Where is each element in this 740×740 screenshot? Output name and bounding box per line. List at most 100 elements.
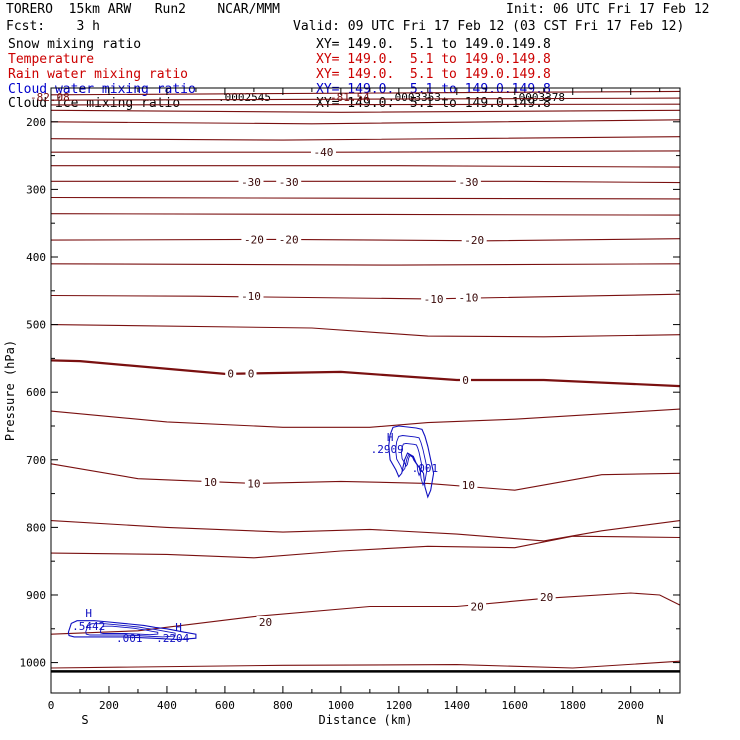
x-tick-label: 1400	[444, 699, 471, 712]
isotherm-label: -10	[424, 293, 444, 306]
header-fcst: Fcst: 3 h	[6, 19, 100, 34]
isotherm-m30	[51, 180, 681, 184]
axes-layer	[50, 87, 681, 694]
plot-frame	[50, 87, 681, 694]
isotherm-m10	[50, 293, 681, 300]
field-rain-xy: XY= 149.0. 5.1 to 149.0.149.8	[316, 67, 551, 82]
isotherm-m50	[50, 119, 681, 125]
cloud-water-max-value: .2909	[371, 443, 404, 456]
isotherm-label-bg	[421, 292, 447, 305]
isotherm-m20	[50, 238, 681, 242]
overlap-text-5: .0003378	[512, 91, 565, 104]
isotherm-m65	[50, 97, 681, 101]
x-tick-label: 1200	[386, 699, 413, 712]
isotherm-label-bg	[455, 175, 481, 188]
isotherm-m40	[51, 150, 681, 153]
isotherm-label-bg	[276, 233, 302, 246]
isotherm-label-bg	[245, 367, 257, 380]
field-snow-xy: XY= 149.0. 5.1 to 149.0.149.8	[316, 37, 551, 52]
x-tick-label: 1600	[502, 699, 529, 712]
isotherm-m70	[50, 90, 681, 96]
x-tick-label: 600	[215, 699, 235, 712]
overlap-text-3: -81.54	[330, 91, 370, 104]
y-tick-label: 600	[26, 386, 46, 399]
isotherm-m15	[50, 263, 681, 266]
isotherm-label: -10	[458, 292, 478, 305]
isotherm-label-bg	[276, 175, 302, 188]
isotherm-5	[50, 408, 681, 428]
isotherm-label-bg	[256, 616, 275, 629]
isotherm-label: -20	[279, 233, 299, 246]
isotherm-label-bg	[238, 290, 264, 303]
isotherm-label-bg	[201, 476, 220, 489]
isotherm-label: 10	[462, 479, 475, 492]
x-tick-label: 200	[99, 699, 119, 712]
y-axis-label: Pressure (hPa)	[3, 340, 17, 441]
isotherm-label: -30	[458, 176, 478, 189]
cloud-water-inner-contour-2-1	[85, 623, 176, 638]
isotherm-label: -10	[241, 290, 261, 303]
isotherm-label: -20	[464, 234, 484, 247]
isotherm-20	[50, 592, 681, 635]
isotherm-label: 0	[227, 367, 234, 380]
isotherm-m45	[50, 136, 681, 141]
cloud-water-max-marker: H	[387, 431, 394, 444]
field-temperature-xy: XY= 149.0. 5.1 to 149.0.149.8	[316, 52, 551, 67]
y-tick-label: 500	[26, 319, 46, 332]
cloud-water-max-value: .5442	[72, 620, 105, 633]
isotherm-label: -20	[244, 233, 264, 246]
x-tick-label: 2000	[617, 699, 644, 712]
cloud-water-contour-label: .001	[116, 632, 143, 645]
isotherm-label-bg	[468, 600, 487, 613]
cloud-water-inner-contour-1-1	[395, 435, 428, 487]
x-tick-label: 800	[273, 699, 293, 712]
isotherm-label-bg	[461, 234, 487, 247]
isotherm-m60	[50, 103, 681, 106]
field-cloud-water: Cloud water mixing ratio	[8, 82, 196, 97]
isotherm-m55	[50, 109, 681, 113]
isotherm-label-bg	[244, 477, 263, 490]
isotherm-label: -40	[314, 146, 334, 159]
x-tick-label: 1000	[328, 699, 355, 712]
isotherm-label: -30	[279, 176, 299, 189]
isotherm-m35	[51, 165, 681, 168]
y-tick-label: 800	[26, 521, 46, 534]
x-axis-label: Distance (km)	[319, 713, 413, 727]
cloud-water-contour-label: .001	[412, 462, 439, 475]
y-tick-label: 200	[26, 116, 46, 129]
field-rain: Rain water mixing ratio	[8, 67, 189, 82]
isotherm-m25	[50, 213, 681, 216]
isotherm-10	[50, 463, 681, 491]
isotherm-label: 10	[247, 477, 260, 490]
x-tick-label: 400	[157, 699, 177, 712]
y-tick-label: 1000	[20, 657, 47, 670]
isotherm-15	[50, 520, 681, 542]
cloud-water-inner-contour-1-2	[400, 442, 423, 477]
isotherm-label: 20	[259, 616, 272, 629]
x-tick-label: 1800	[560, 699, 587, 712]
y-tick-label: 300	[26, 183, 46, 196]
isotherm-label: 20	[470, 600, 483, 613]
contours-layer	[50, 90, 681, 673]
isotherm-m28	[50, 196, 681, 200]
isotherm-18	[50, 535, 681, 559]
isotherm-label: 10	[204, 476, 217, 489]
isotherm-label: 20	[540, 591, 553, 604]
isotherm-label-bg	[459, 478, 478, 491]
x-end-label-south: S	[81, 713, 88, 727]
isotherm-label-bg	[238, 175, 264, 188]
isotherm-25	[50, 660, 681, 669]
cloud-water-contour-2	[67, 620, 197, 641]
cloud-water-inner-contour-2-2	[99, 625, 159, 636]
field-snow: Snow mixing ratio	[8, 37, 142, 52]
labels-layer: 0 200 400 600 800 1000 1200 1400 1600 1800 2000 200…	[3, 116, 664, 727]
y-tick-label: 700	[26, 454, 46, 467]
isotherm-m5	[50, 324, 681, 338]
cloud-water-contour-1	[388, 425, 435, 499]
isotherm-label-bg	[310, 146, 336, 159]
header-valid: Valid: 09 UTC Fri 17 Feb 12 (03 CST Fri …	[293, 19, 685, 34]
isotherm-label-bg	[225, 367, 237, 380]
isotherm-label-bg	[460, 374, 472, 387]
isotherm-0	[50, 359, 681, 388]
